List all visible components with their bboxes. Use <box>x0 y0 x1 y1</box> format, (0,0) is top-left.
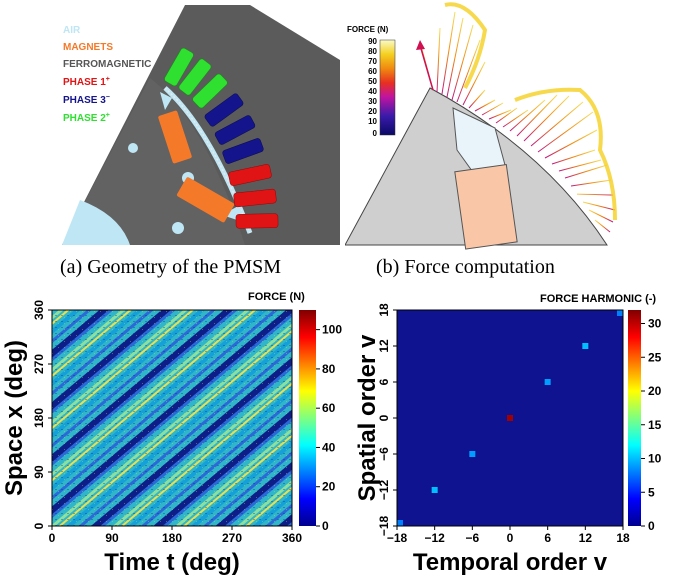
heatmap-colorbar <box>299 310 316 526</box>
harmonic-cell <box>431 487 438 493</box>
force-cbar-tick: 20 <box>368 107 377 116</box>
force-cbar-tick: 50 <box>368 77 377 86</box>
harmonic-cell <box>507 415 513 421</box>
harmonic-cbar-tick: 30 <box>648 317 662 331</box>
harmonic-cbar-tick: 10 <box>648 452 662 466</box>
panel-b-force: FORCE (N) 90 80 70 60 50 40 30 20 10 0 <box>345 2 617 250</box>
heatmap-y-tick: 180 <box>32 408 46 428</box>
legend-air: AIR <box>63 25 81 36</box>
heatmap-cbar-tick: 80 <box>322 362 336 376</box>
force-colorbar <box>379 39 396 136</box>
harmonic-cell <box>617 310 623 316</box>
harmonic-title: FORCE HARMONIC (-) <box>540 293 656 305</box>
harmonic-y-tick: 12 <box>377 339 391 353</box>
harmonic-y-tick: 18 <box>377 303 391 317</box>
legend-ferromagnetic: FERROMAGNETIC <box>63 59 151 70</box>
force-cbar-tick: 0 <box>373 129 378 138</box>
legend-phase-2: PHASE 2+ <box>63 112 110 124</box>
force-colorbar-title: FORCE (N) <box>347 25 389 34</box>
heatmap-cbar-tick: 60 <box>322 401 336 415</box>
force-cbar-tick: 40 <box>368 87 377 96</box>
harmonic-x-tick: 18 <box>616 531 630 545</box>
heatmap-y-tick: 270 <box>32 354 46 374</box>
caption-b: (b) Force computation <box>376 256 555 278</box>
harmonic-x-tick: −6 <box>465 531 479 545</box>
force-cbar-tick: 70 <box>368 57 377 66</box>
heatmap-cbar-tick: 100 <box>322 323 342 337</box>
harmonic-cell <box>469 451 476 457</box>
heatmap-y-tick: 0 <box>32 522 46 529</box>
rotor-shaft-air <box>62 200 130 245</box>
harmonic-y-tick: 0 <box>377 414 391 421</box>
heatmap-x-tick: 180 <box>162 531 182 545</box>
harmonic-y-tick: −18 <box>377 515 391 536</box>
harmonic-y-tick: −6 <box>377 447 391 461</box>
force-vectors <box>419 11 616 233</box>
heatmap-x-tick: 0 <box>49 531 56 545</box>
legend-phase-1: PHASE 1+ <box>63 76 110 88</box>
harmonic-cbar-tick: 5 <box>648 485 655 499</box>
harmonic-cbar-tick: 15 <box>648 418 662 432</box>
harmonic-x-tick: 0 <box>507 531 514 545</box>
phase-2-coils <box>164 47 228 109</box>
force-heatmap-chart: FORCE (N) 0 90 180 270 360 0 90 180 270 360 100 80… <box>1 291 342 576</box>
panel-a-geometry: AIR MAGNETS FERROMAGNETIC PHASE 1+ PHASE… <box>62 5 340 245</box>
harmonic-cbar-tick: 25 <box>648 350 662 364</box>
heatmap-y-tick: 90 <box>32 465 46 479</box>
legend-phase-3: PHASE 3− <box>63 94 110 106</box>
panel-a-legend: AIR MAGNETS FERROMAGNETIC PHASE 1+ PHASE… <box>63 25 151 124</box>
heatmap-ylabel: Space x (deg) <box>1 340 28 496</box>
legend-magnets: MAGNETS <box>63 42 113 53</box>
harmonic-cell <box>544 379 551 385</box>
heatmap-xlabel: Time t (deg) <box>104 549 240 576</box>
force-cbar-tick: 10 <box>368 117 377 126</box>
harmonic-y-tick: 6 <box>377 378 391 385</box>
heatmap-title: FORCE (N) <box>248 291 305 303</box>
harmonic-cbar-tick: 20 <box>648 384 662 398</box>
heatmap-x-tick: 360 <box>282 531 302 545</box>
harmonic-x-tick: −18 <box>387 531 408 545</box>
force-cbar-tick: 90 <box>368 37 377 46</box>
harmonic-cbar-tick: 0 <box>648 519 655 533</box>
force-cbar-tick: 30 <box>368 97 377 106</box>
harmonic-xlabel: Temporal order v <box>413 549 608 576</box>
magnet <box>176 177 235 223</box>
heatmap-x-tick: 270 <box>222 531 242 545</box>
phase-1-coils <box>228 164 279 229</box>
harmonic-cell <box>397 520 403 526</box>
force-cbar-tick: 60 <box>368 67 377 76</box>
heatmap-cbar-tick: 20 <box>322 480 336 494</box>
harmonic-ylabel: Spatial order v <box>354 334 381 501</box>
heatmap-cbar-tick: 40 <box>322 440 336 454</box>
heatmap-cbar-tick: 0 <box>322 519 329 533</box>
magnet <box>158 110 192 164</box>
harmonic-x-tick: 12 <box>579 531 593 545</box>
heatmap-y-tick: 360 <box>32 300 46 320</box>
force-cbar-tick: 80 <box>368 47 377 56</box>
heatmap-x-tick: 90 <box>105 531 119 545</box>
harmonic-x-tick: 6 <box>544 531 551 545</box>
caption-a: (a) Geometry of the PMSM <box>60 256 282 278</box>
harmonic-y-tick: −12 <box>377 479 391 500</box>
harmonic-map-chart: FORCE HARMONIC (-) −18 −12 −6 0 6 12 18 −18 −12 −… <box>354 293 662 576</box>
harmonic-colorbar <box>628 310 641 526</box>
phase-3-coils <box>204 93 264 164</box>
force-magnet <box>454 164 518 250</box>
harmonic-x-tick: −12 <box>424 531 445 545</box>
harmonic-cell <box>582 343 589 349</box>
